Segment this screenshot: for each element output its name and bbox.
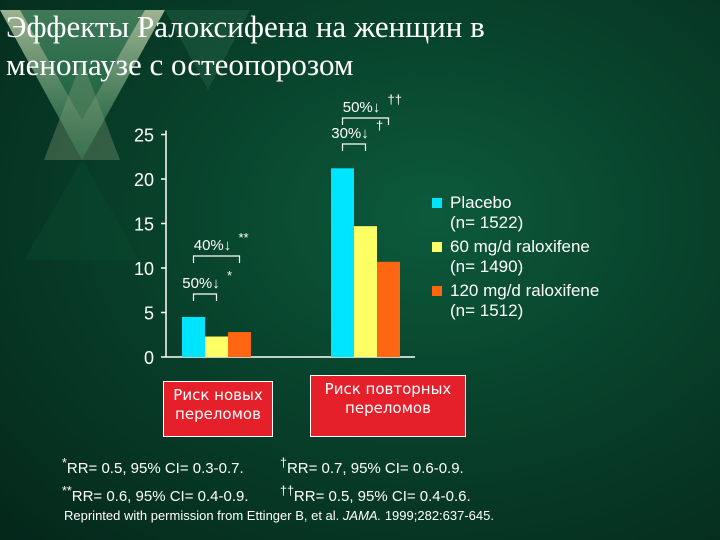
y-tick-label: 5 (144, 304, 154, 324)
annotation-label: 50%↓ (182, 275, 220, 292)
footnotes: *RR= 0.5, 95% CI= 0.3-0.7. †RR= 0.7, 95%… (62, 452, 702, 508)
category-label-repeat-line2: переломов (345, 399, 431, 417)
bar (377, 261, 400, 357)
footnote-1-right-mark: † (280, 456, 287, 470)
category-box-repeat-fractures: Риск повторных переломов (310, 375, 466, 437)
footnote-1-right: †RR= 0.7, 95% CI= 0.6-0.9. (280, 452, 464, 480)
category-label-new-line2: переломов (175, 405, 261, 423)
bar (205, 336, 228, 357)
annotation-mark: † (376, 118, 383, 133)
annotation-label: 30%↓ (331, 125, 369, 142)
legend-n-placebo: (n= 1522) (450, 213, 524, 232)
footnote-2-right: ††RR= 0.5, 95% CI= 0.4-0.6. (280, 480, 471, 508)
footnote-2-left-text: RR= 0.6, 95% CI= 0.4-0.9. (71, 488, 249, 505)
legend-n-raloxifene-120: (n= 1512) (450, 301, 524, 320)
footnote-2-right-mark: †† (280, 484, 294, 498)
footnote-2-left: **RR= 0.6, 95% CI= 0.4-0.9. (62, 480, 280, 508)
legend-item-raloxifene-120: 120 mg/d raloxifene (n= 1512) (432, 281, 702, 321)
footnote-1-left-mark: * (62, 456, 67, 470)
bar (331, 168, 354, 357)
decorative-triangles (0, 10, 250, 260)
footnote-1-left-text: RR= 0.5, 95% CI= 0.3-0.7. (66, 460, 244, 477)
y-tick-label: 10 (134, 259, 154, 279)
bars (182, 168, 400, 357)
category-box-new-fractures: Риск новых переломов (163, 381, 273, 437)
footnote-2-right-text: RR= 0.5, 95% CI= 0.4-0.6. (293, 488, 471, 505)
annotation-bracket (341, 117, 390, 125)
title-line-1: Эффекты Ралоксифена на женщин в (6, 9, 485, 44)
footnote-2-left-mark: ** (62, 484, 72, 498)
legend: Placebo (n= 1522) 60 mg/d raloxifene (n=… (432, 193, 702, 325)
annotation-mark: * (227, 268, 232, 283)
footnote-row-2: **RR= 0.6, 95% CI= 0.4-0.9. ††RR= 0.5, 9… (62, 480, 702, 508)
annotation-label: 50%↓ (343, 99, 381, 116)
annotation-mark: ** (239, 230, 249, 245)
reprint-suffix: 1999;282:637-645. (384, 508, 494, 523)
legend-item-raloxifene-60: 60 mg/d raloxifene (n= 1490) (432, 237, 702, 277)
annotation-bracket (192, 293, 218, 301)
legend-swatch-raloxifene-60 (432, 242, 442, 252)
y-tick-label: 0 (144, 348, 154, 368)
reprint-citation: Reprinted with permission from Ettinger … (64, 508, 704, 523)
bar (354, 226, 377, 357)
significance-annotations: 50%↓ * 40%↓ ** 30%↓ † 50%↓ †† (182, 92, 402, 301)
footnote-row-1: *RR= 0.5, 95% CI= 0.3-0.7. †RR= 0.7, 95%… (62, 452, 702, 480)
title-line-2: менопаузе с остеопорозом (6, 47, 354, 82)
category-label-repeat-line1: Риск повторных (324, 380, 452, 398)
legend-item-placebo: Placebo (n= 1522) (432, 193, 702, 233)
legend-swatch-raloxifene-120 (432, 286, 442, 296)
category-label-new-line1: Риск новых (173, 386, 263, 404)
y-tick-label: 15 (134, 215, 154, 235)
annotation-bracket (341, 143, 367, 151)
footnote-1-left: *RR= 0.5, 95% CI= 0.3-0.7. (62, 452, 280, 480)
annotation-bracket (192, 255, 241, 263)
reprint-prefix: Reprinted with permission from Ettinger … (64, 508, 340, 523)
y-tick-label: 20 (134, 170, 154, 190)
bar (228, 332, 251, 357)
y-tick-label: 25 (134, 126, 154, 146)
legend-label-raloxifene-60: 60 mg/d raloxifene (450, 237, 590, 256)
legend-n-raloxifene-60: (n= 1490) (450, 257, 524, 276)
legend-label-raloxifene-120: 120 mg/d raloxifene (450, 281, 600, 300)
slide-title: Эффекты Ралоксифена на женщин в менопауз… (6, 8, 606, 84)
legend-swatch-placebo (432, 198, 442, 208)
annotation-mark: †† (388, 92, 402, 107)
bar (182, 316, 205, 357)
legend-label-placebo: Placebo (450, 193, 512, 212)
annotation-label: 40%↓ (194, 237, 232, 254)
reprint-journal: JAMA. (342, 508, 382, 523)
footnote-1-right-text: RR= 0.7, 95% CI= 0.6-0.9. (286, 460, 464, 477)
